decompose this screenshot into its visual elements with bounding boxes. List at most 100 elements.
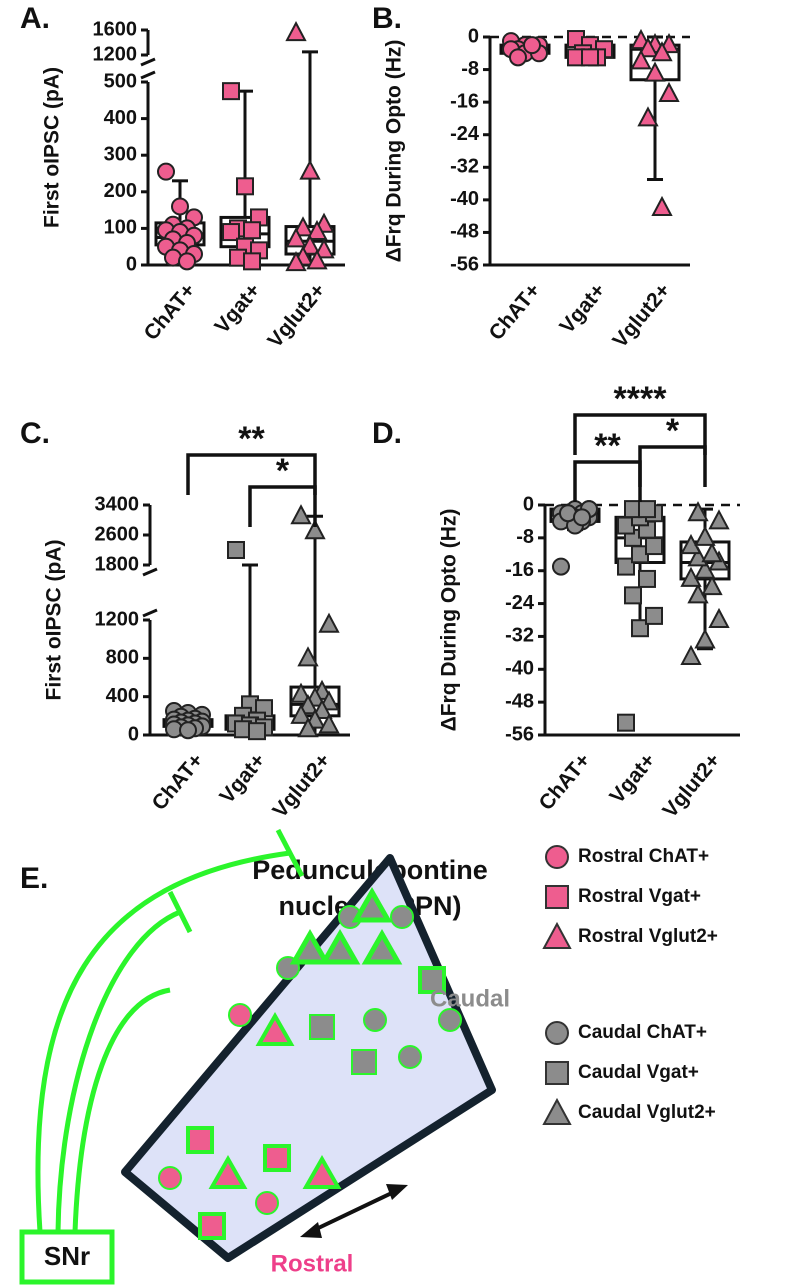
y-axis-label: First oIPSC (pA) xyxy=(43,540,66,701)
cell xyxy=(319,928,361,965)
x-tick-label: ChAT+ xyxy=(485,279,545,345)
cell xyxy=(289,928,331,965)
y-axis-label: First oIPSC (pA) xyxy=(41,67,64,228)
data-point xyxy=(178,252,196,271)
x-tick-label: ChAT+ xyxy=(148,749,208,815)
data-point xyxy=(651,195,673,216)
data-point xyxy=(290,703,312,724)
significance-bracket xyxy=(573,460,642,502)
y-tick-label: 1600 xyxy=(93,18,138,40)
data-point xyxy=(306,219,328,241)
data-point xyxy=(701,575,723,596)
y-tick-label: -32 xyxy=(505,625,534,647)
y-tick-label: 0 xyxy=(523,493,534,515)
x-tick-label: ChAT+ xyxy=(140,279,200,345)
y-tick-label: 200 xyxy=(104,180,137,202)
y-tick-label: 300 xyxy=(104,143,137,165)
data-point xyxy=(297,646,319,667)
significance-label: ** xyxy=(594,427,621,465)
data-point xyxy=(523,36,541,55)
panel-label: A. xyxy=(20,2,50,35)
panel-label: B. xyxy=(372,2,402,35)
caudal-label: Caudal xyxy=(430,985,510,1012)
y-tick-label: -16 xyxy=(450,90,479,112)
axis-break xyxy=(140,70,156,80)
x-tick-label: Vglut2+ xyxy=(263,279,330,352)
arrow-head xyxy=(386,1184,408,1200)
terminal xyxy=(275,828,305,878)
x-tick-label: Vglut2+ xyxy=(658,749,725,822)
data-point xyxy=(687,501,709,522)
diagram: E. Pedunculopontine nucleus (PPN) SNr xyxy=(19,828,718,1285)
legend-label: Caudal Vgat+ xyxy=(578,1062,699,1083)
significance-label: ** xyxy=(238,420,265,458)
cell xyxy=(263,1144,291,1172)
data-point xyxy=(318,713,340,734)
legend-label: Caudal ChAT+ xyxy=(578,1022,707,1043)
cell xyxy=(361,928,403,965)
data-point xyxy=(694,628,716,649)
y-tick-label: -16 xyxy=(505,559,534,581)
x-tick-label: Vgat+ xyxy=(555,279,610,338)
significance-label: * xyxy=(276,452,290,490)
y-tick-label: -8 xyxy=(516,526,534,548)
arrow-head xyxy=(300,1222,322,1238)
data-point xyxy=(313,238,335,259)
y-tick-label: -56 xyxy=(505,723,534,745)
legend-label: Rostral Vglut2+ xyxy=(578,926,718,947)
cell xyxy=(438,1008,462,1032)
data-point xyxy=(285,251,307,272)
data-point xyxy=(243,252,261,271)
y-axis-label: ΔFrq During Opto (Hz) xyxy=(383,40,406,263)
data-point xyxy=(248,722,266,741)
x-tick-label: ChAT+ xyxy=(535,749,595,815)
y-tick-label: -8 xyxy=(461,58,479,80)
legend-marker xyxy=(545,885,569,909)
data-point xyxy=(645,606,663,625)
data-point xyxy=(179,721,197,740)
cell xyxy=(186,1126,214,1154)
data-point xyxy=(306,249,328,270)
snr-label: SNr xyxy=(44,1241,90,1271)
cells xyxy=(158,886,462,1240)
data-point xyxy=(581,48,599,67)
cell xyxy=(255,1191,279,1215)
y-tick-label: -48 xyxy=(450,221,479,243)
significance-bracket xyxy=(573,413,707,455)
data-point xyxy=(222,223,240,242)
rostral-label: Rostral xyxy=(271,1250,354,1277)
panel: A. First oIPSC (pA) 1200 1600 0 100 200 300 400 5… xyxy=(20,2,345,352)
data-point xyxy=(236,177,254,196)
cell xyxy=(158,1166,182,1190)
y-tick-label: 400 xyxy=(106,685,139,707)
legend-marker xyxy=(545,845,569,869)
cell xyxy=(363,1008,387,1032)
data-point xyxy=(637,37,659,58)
y-tick-label: 100 xyxy=(104,217,137,239)
data-point xyxy=(644,61,666,82)
data-point xyxy=(638,500,656,519)
data-point xyxy=(285,20,307,42)
legend-marker xyxy=(545,1021,569,1045)
data-point xyxy=(227,541,245,559)
data-point xyxy=(630,49,652,70)
cell xyxy=(228,1003,252,1027)
x-tick-label: Vglut2+ xyxy=(608,279,675,352)
legend-marker xyxy=(542,921,572,949)
data-point xyxy=(617,713,635,732)
y-tick-label: 0 xyxy=(468,25,479,47)
legend-label: Rostral Vgat+ xyxy=(578,886,701,907)
legend-label: Caudal Vglut2+ xyxy=(578,1102,716,1123)
data-point xyxy=(552,557,570,576)
y-axis-label: ΔFrq During Opto (Hz) xyxy=(438,509,461,732)
y-tick-label: 500 xyxy=(104,70,137,92)
data-point xyxy=(318,612,340,633)
data-point xyxy=(304,519,326,540)
panel: C. First oIPSC (pA) 1800 2600 3400 0 400 800 120… xyxy=(20,417,350,822)
data-point xyxy=(651,41,673,62)
y-tick-label: -24 xyxy=(505,592,535,614)
data-point xyxy=(573,508,591,527)
axis-break xyxy=(142,608,158,618)
y-tick-label: -48 xyxy=(505,690,534,712)
